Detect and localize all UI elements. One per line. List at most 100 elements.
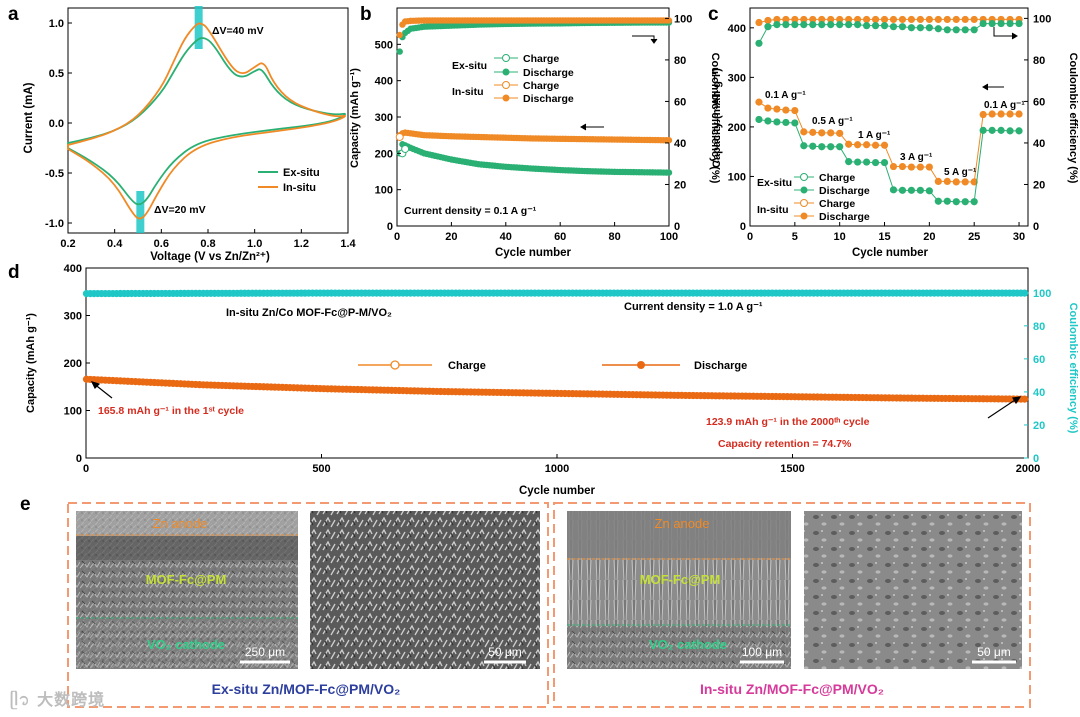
chart-c-xlabel: Cycle number xyxy=(852,247,929,259)
chart-c-point-0 xyxy=(961,178,969,186)
chart-d-xtick-label: 0 xyxy=(83,463,89,475)
chart-c-point-1 xyxy=(997,126,1005,134)
chart-c-point-2 xyxy=(755,18,763,27)
chart-c-y2tick-label: 40 xyxy=(1033,138,1045,150)
chart-d-y2label: Coulombic efficiency (%) xyxy=(1067,303,1079,434)
chart-d-y2tick-label: 0 xyxy=(1033,453,1039,465)
chart-c-ytick-label: 400 xyxy=(728,23,746,35)
sem-left-vo2-label: VO₂ cathode xyxy=(147,637,225,652)
chart-a-xtick-label: 0.8 xyxy=(200,238,215,250)
chart-c-point-2 xyxy=(934,15,942,24)
chart-c-point-2 xyxy=(782,15,790,24)
chart-c-point-0 xyxy=(764,104,772,112)
chart-c-point-1 xyxy=(889,186,898,194)
chart-b-ytick-label: 100 xyxy=(375,185,393,197)
chart-c-point-0 xyxy=(854,141,862,149)
watermark-icon: ᥫ᭡ xyxy=(10,690,38,709)
panel-letter-d: d xyxy=(8,262,20,283)
chart-b-point-0 xyxy=(665,169,673,176)
chart-c-point-0 xyxy=(827,129,835,137)
chart-c-point-2 xyxy=(970,15,978,24)
chart-c-point-3 xyxy=(862,22,871,30)
chart-d-y2tick-label: 40 xyxy=(1033,387,1045,399)
chart-c-frame xyxy=(749,7,1029,227)
chart-c-point-3 xyxy=(934,25,942,33)
chart-c-point-3 xyxy=(880,22,889,30)
chart-c-point-2 xyxy=(961,15,969,24)
chart-c-point-3 xyxy=(845,21,853,29)
chart-c-point-3 xyxy=(755,39,763,47)
chart-a-ylabel: Current (mA) xyxy=(23,82,35,153)
chart-c-point-1 xyxy=(970,198,978,206)
chart-c-point-2 xyxy=(925,15,933,24)
chart-d-ytick-label: 100 xyxy=(64,406,82,418)
chart-b-y2tick-label: 60 xyxy=(674,96,686,108)
chart-c-point-1 xyxy=(782,118,790,127)
chart-c-point-1 xyxy=(800,142,808,150)
panel-e: Zn anode MOF-Fc@PM VO₂ cathode 250 μm 50… xyxy=(67,502,1031,708)
chart-b-xlabel: Cycle number xyxy=(495,247,572,259)
chart-c-point-1 xyxy=(862,158,871,166)
chart-c-point-3 xyxy=(952,26,960,34)
watermark: ᥫ᭡ 大数跨境 xyxy=(10,686,105,717)
chart-c-point-1 xyxy=(943,197,951,205)
chart-b-xtick-label: 40 xyxy=(500,231,512,243)
chart-d-legend-discharge: Discharge xyxy=(694,360,747,372)
chart-d-annotation-last: 123.9 mAh g⁻¹ in the 2000ᵗʰ cycle xyxy=(706,416,870,428)
chart-a-highlight-band-1 xyxy=(136,191,145,233)
panel-e-right-caption: In-situ Zn/MOF-Fc@PM/VO₂ xyxy=(700,681,884,697)
chart-c-point-0 xyxy=(755,98,763,106)
panel-letter-a: a xyxy=(8,4,19,25)
chart-c-point-3 xyxy=(916,24,924,32)
chart-d-xtick-label: 1000 xyxy=(545,463,569,475)
chart-c-point-1 xyxy=(898,186,907,194)
sem-right-surface-scale: 50 μm xyxy=(977,645,1011,659)
chart-c-point-2 xyxy=(764,16,772,25)
chart-d-y2tick-label: 80 xyxy=(1033,321,1045,333)
chart-c-point-1 xyxy=(755,115,763,124)
chart-c-point-0 xyxy=(880,141,889,149)
chart-b-ytick-label: 200 xyxy=(375,148,393,160)
chart-c-point-0 xyxy=(809,128,817,136)
chart-d-ylabel: Capacity (mAh g⁻¹) xyxy=(25,313,37,413)
chart-c-ytick-label: 300 xyxy=(728,72,746,84)
sem-right-cross: Zn anode MOF-Fc@PM VO₂ cathode 100 μm xyxy=(567,511,791,669)
chart-c-xtick-label: 0 xyxy=(747,231,753,243)
chart-c-point-0 xyxy=(800,128,808,136)
chart-b-frame xyxy=(396,7,670,227)
chart-c-point-0 xyxy=(997,110,1005,118)
chart-b-annotation: Current density = 0.1 A g⁻¹ xyxy=(404,205,537,217)
chart-c-point-1 xyxy=(979,126,987,134)
chart-c-point-0 xyxy=(871,141,880,149)
chart-b-xtick-label: 0 xyxy=(394,231,400,243)
chart-c-y2tick-label: 0 xyxy=(1033,221,1039,233)
chart-c-point-1 xyxy=(818,143,826,151)
chart-c-point-3 xyxy=(970,26,978,34)
chart-c-point-0 xyxy=(943,177,951,186)
chart-c-point-3 xyxy=(898,23,907,31)
chart-c-point-0 xyxy=(1006,110,1014,118)
chart-c-point-0 xyxy=(907,163,916,171)
chart-c-y2tick-label: 80 xyxy=(1033,55,1045,67)
chart-a-ytick-label: 1.0 xyxy=(49,18,64,30)
chart-a-xtick-label: 0.4 xyxy=(107,238,123,250)
chart-c-point-0 xyxy=(925,163,933,171)
chart-c-point-2 xyxy=(791,15,799,24)
chart-a-xtick-label: 1.0 xyxy=(247,238,262,250)
chart-c-point-1 xyxy=(773,118,781,126)
chart-b-point-3 xyxy=(396,31,403,39)
chart-a-legend: Ex-situ In-situ xyxy=(258,167,320,194)
chart-d-title: In-situ Zn/Co MOF-Fc@P-M/VO₂ xyxy=(226,307,392,319)
chart-c-point-0 xyxy=(916,163,924,171)
chart-c-ylabel-visible: Capacity (mAh g⁻¹) xyxy=(711,68,723,168)
chart-c-legend-ex: Ex-situ xyxy=(757,177,792,189)
chart-d-annotation-first: 165.8 mAh g⁻¹ in the 1ˢᵗ cycle xyxy=(98,405,244,417)
chart-d-legend: Charge Discharge xyxy=(358,360,747,372)
chart-c-legend-in-discharge: Discharge xyxy=(819,211,870,223)
chart-c-legend-ex-discharge: Discharge xyxy=(819,185,870,197)
chart-c-point-3 xyxy=(979,19,987,28)
chart-c-point-3 xyxy=(764,23,772,31)
chart-a-ytick-label: 0.0 xyxy=(49,118,64,130)
chart-b-y2tick-label: 20 xyxy=(674,179,686,191)
chart-a-ytick-label: -0.5 xyxy=(45,168,64,180)
